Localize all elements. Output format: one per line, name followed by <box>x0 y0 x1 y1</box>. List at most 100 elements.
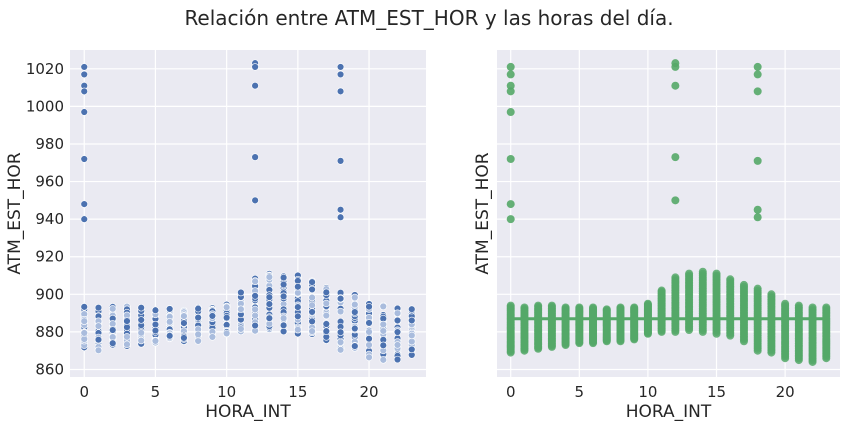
x-tick-label: 20 <box>359 383 378 401</box>
data-point <box>781 299 790 308</box>
data-point <box>351 308 359 316</box>
data-point <box>322 320 331 328</box>
data-point <box>408 331 416 340</box>
data-point <box>393 355 402 364</box>
data-point <box>379 356 387 364</box>
data-point <box>671 196 680 205</box>
data-point <box>336 70 345 79</box>
data-point <box>180 334 188 342</box>
x-tick-label: 15 <box>288 383 307 401</box>
data-point <box>393 316 402 325</box>
data-point <box>393 341 402 349</box>
data-point <box>408 305 416 313</box>
data-point <box>123 333 131 341</box>
x-tick-label: 20 <box>776 383 795 401</box>
data-point <box>671 153 680 162</box>
data-point <box>194 330 202 339</box>
data-point <box>379 320 387 329</box>
x-tick-label: 0 <box>79 383 89 401</box>
data-point <box>165 318 174 326</box>
data-point <box>365 328 373 336</box>
y-tick-label: 1020 <box>26 60 64 78</box>
data-point <box>685 269 694 278</box>
data-point <box>506 301 515 310</box>
data-point <box>712 269 721 278</box>
data-point <box>616 303 625 312</box>
data-point <box>547 301 556 310</box>
data-point <box>80 108 88 116</box>
data-point <box>123 340 131 349</box>
data-point <box>671 273 680 282</box>
y-axis-label: ATM_EST_HOR <box>473 152 493 274</box>
y-tick-label: 880 <box>35 323 64 341</box>
data-point <box>151 337 160 345</box>
data-point <box>365 353 373 361</box>
data-point <box>308 308 316 316</box>
data-point <box>279 292 288 301</box>
data-point <box>336 294 345 303</box>
data-point <box>657 286 666 295</box>
data-point <box>393 328 402 336</box>
data-point <box>237 305 245 313</box>
data-point <box>80 63 88 71</box>
data-point <box>393 309 402 317</box>
data-point <box>506 70 515 79</box>
data-point <box>336 213 345 221</box>
data-point <box>94 336 103 344</box>
x-axis-label: HORA_INT <box>205 402 291 422</box>
data-point <box>336 63 345 71</box>
data-point <box>739 280 748 289</box>
data-point <box>336 206 345 214</box>
data-point <box>794 301 803 310</box>
data-point <box>80 70 88 79</box>
data-point <box>336 328 345 336</box>
data-point <box>408 345 416 354</box>
data-point <box>322 327 331 335</box>
data-point <box>137 329 145 337</box>
data-point <box>643 299 652 308</box>
data-point <box>80 317 88 325</box>
data-point <box>336 87 345 96</box>
data-point <box>365 334 373 343</box>
data-point <box>251 82 259 90</box>
data-point <box>408 337 416 346</box>
panel-1: 0 5 10 15 20 860 880 900 920 940 960 980 1000 1020 HOR… <box>5 50 426 422</box>
data-point <box>726 275 735 284</box>
data-point <box>94 303 103 312</box>
data-point <box>80 303 88 311</box>
data-point <box>80 215 88 223</box>
data-point <box>251 321 259 330</box>
data-point <box>294 283 302 291</box>
y-tick-label: 980 <box>35 135 64 153</box>
data-point <box>80 335 88 343</box>
data-point <box>671 81 680 90</box>
data-point <box>137 336 145 345</box>
y-tick-label: 920 <box>35 248 64 266</box>
data-point <box>336 338 345 346</box>
data-point <box>222 303 231 311</box>
x-tick-label: 15 <box>707 383 726 401</box>
data-point <box>222 329 231 338</box>
data-point <box>534 301 543 310</box>
data-point <box>365 341 373 349</box>
data-point <box>194 313 202 322</box>
data-point <box>506 62 515 71</box>
data-point <box>589 303 598 312</box>
data-point <box>294 303 302 311</box>
data-point <box>753 213 762 222</box>
data-point <box>753 70 762 79</box>
data-point <box>408 316 416 325</box>
data-point <box>279 280 288 289</box>
data-point <box>753 284 762 293</box>
data-point <box>308 293 316 302</box>
x-tick-label: 10 <box>638 383 657 401</box>
data-point <box>753 87 762 96</box>
data-point <box>506 87 515 96</box>
data-point <box>109 305 117 313</box>
data-point <box>137 316 145 324</box>
data-point <box>137 304 145 312</box>
data-point <box>265 273 274 281</box>
data-point <box>294 326 302 334</box>
data-points-1 <box>80 59 416 364</box>
